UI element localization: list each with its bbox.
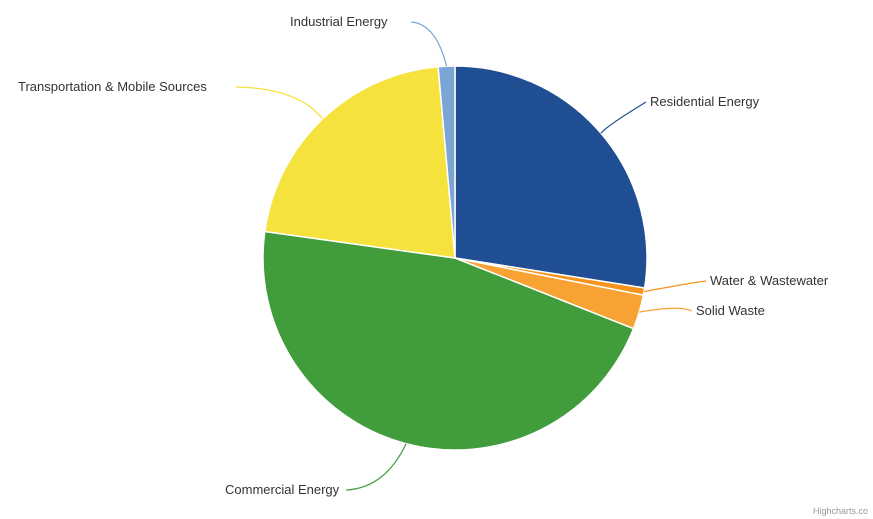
connector-industrial-energy (411, 21, 448, 67)
slice-label-commercial-energy: Commercial Energy (225, 482, 340, 497)
slice-label-industrial-energy: Industrial Energy (290, 14, 388, 29)
slice-label-solid-waste: Solid Waste (696, 303, 765, 318)
slice-label-transportation-and-mobile-sources: Transportation & Mobile Sources (18, 79, 207, 94)
pie-slices (262, 65, 648, 451)
pie-slice-transportation-and-mobile-sources[interactable] (263, 65, 456, 259)
slice-label-water-and-wastewater: Water & Wastewater (710, 273, 829, 288)
chart-credit[interactable]: Highcharts.co (813, 506, 868, 516)
label-connectors (235, 21, 707, 491)
connector-commercial-energy (346, 443, 407, 491)
connector-solid-waste (639, 307, 693, 313)
connector-transportation-and-mobile-sources (235, 86, 324, 120)
slice-label-residential-energy: Residential Energy (650, 94, 760, 109)
slice-labels: Residential Energy Water & Wastewater Soli… (18, 14, 829, 497)
pie-slice-residential-energy[interactable] (454, 65, 648, 289)
connector-residential-energy (600, 101, 647, 134)
connector-water-and-wastewater (643, 280, 707, 293)
pie-slice-commercial-energy[interactable] (262, 230, 635, 451)
